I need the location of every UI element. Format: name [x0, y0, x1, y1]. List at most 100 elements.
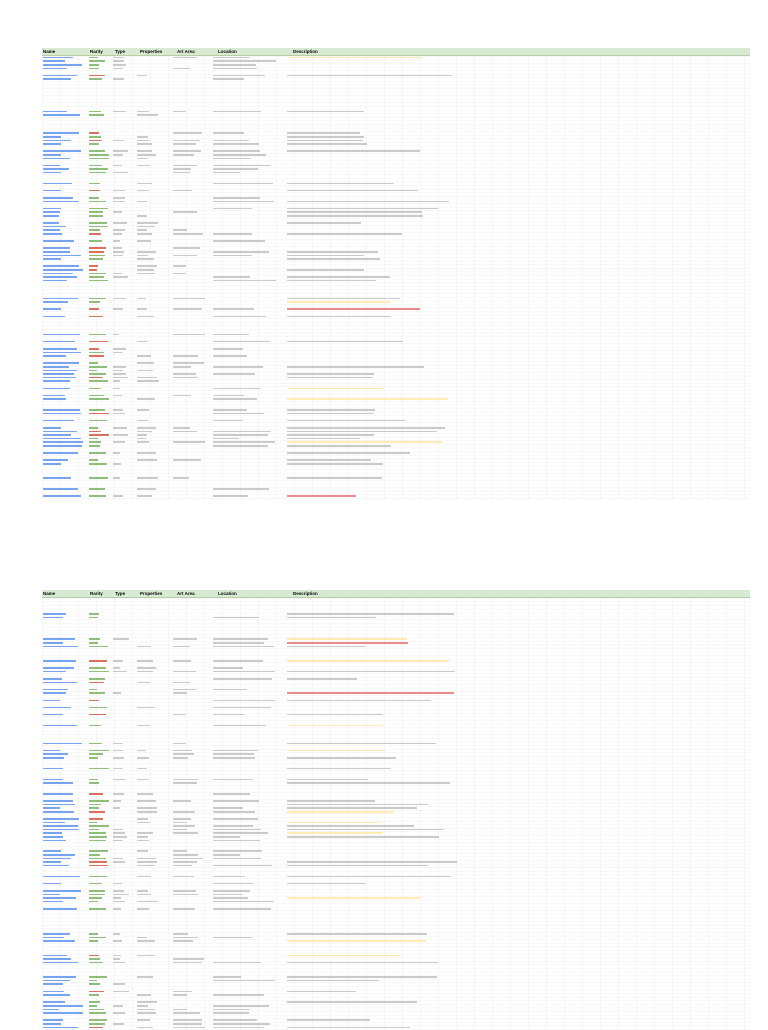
header-type[interactable]: Type	[115, 591, 126, 596]
header-name[interactable]: Name	[43, 49, 56, 54]
table-cell	[43, 699, 61, 702]
table-row	[42, 379, 750, 383]
spreadsheet-page-2: Name Rarity Type Properties Art Area Loc…	[42, 590, 750, 1030]
table-cell	[113, 333, 120, 336]
table-cell	[89, 351, 104, 354]
table-row	[42, 437, 750, 441]
table-cell	[113, 380, 120, 382]
table-cell	[287, 110, 365, 113]
table-cell	[173, 940, 194, 942]
table-cell	[173, 742, 187, 745]
table-cell	[173, 713, 186, 716]
table-cell	[137, 419, 148, 422]
table-cell	[213, 713, 245, 716]
table-cell	[287, 254, 365, 257]
table-cell	[213, 157, 251, 160]
table-row	[42, 835, 750, 839]
table-cell	[43, 355, 66, 357]
table-cell	[287, 1026, 411, 1029]
header-type[interactable]: Type	[115, 49, 126, 54]
table-cell	[43, 67, 67, 70]
table-cell	[43, 380, 71, 382]
table-cell	[43, 857, 71, 860]
table-cell	[89, 933, 98, 935]
table-cell	[113, 954, 122, 957]
table-cell	[213, 387, 260, 390]
table-cell	[173, 272, 187, 275]
table-cell	[89, 1026, 104, 1029]
table-row	[42, 387, 750, 391]
header-art-area[interactable]: Art Area	[177, 49, 195, 54]
table-cell	[213, 688, 247, 691]
table-cell	[173, 757, 189, 759]
table-cell	[213, 792, 250, 795]
table-row	[42, 688, 750, 692]
table-cell	[43, 222, 60, 224]
header-rarity[interactable]: Rarity	[90, 49, 103, 54]
table-row	[42, 433, 750, 437]
table-cell	[43, 398, 66, 400]
table-cell	[213, 110, 262, 113]
table-cell	[113, 276, 128, 278]
table-cell	[43, 613, 66, 615]
table-row	[42, 487, 750, 491]
table-cell	[43, 394, 65, 397]
table-row	[42, 239, 750, 243]
table-cell	[113, 897, 121, 899]
table-cell	[173, 832, 199, 835]
header-name[interactable]: Name	[43, 591, 56, 596]
table-cell	[113, 828, 124, 831]
table-cell	[287, 613, 455, 615]
header-location[interactable]: Location	[218, 591, 237, 596]
table-cell	[89, 60, 106, 63]
table-row	[42, 408, 750, 412]
table-cell	[287, 207, 439, 210]
table-row	[42, 1004, 750, 1008]
table-cell	[43, 807, 60, 809]
table-row	[42, 131, 750, 135]
table-cell	[137, 667, 156, 669]
table-cell	[137, 254, 148, 257]
table-cell	[89, 677, 106, 680]
table-cell	[43, 1008, 60, 1011]
table-cell	[89, 369, 98, 372]
table-cell	[89, 225, 109, 228]
table-cell	[287, 933, 428, 935]
table-cell	[89, 976, 107, 978]
table-cell	[137, 1008, 155, 1011]
header-description[interactable]: Description	[293, 49, 318, 54]
table-row	[42, 268, 750, 272]
header-rarity[interactable]: Rarity	[90, 591, 103, 596]
table-cell	[89, 398, 109, 400]
table-cell	[213, 753, 255, 756]
table-cell	[287, 677, 358, 680]
table-cell	[89, 979, 98, 982]
table-cell	[89, 247, 107, 249]
table-cell	[213, 276, 250, 278]
table-cell	[43, 232, 62, 235]
table-row	[42, 659, 750, 663]
header-art-area[interactable]: Art Area	[177, 591, 195, 596]
table-cell	[213, 398, 257, 400]
table-cell	[89, 153, 109, 156]
table-row	[42, 638, 750, 642]
table-cell	[113, 247, 123, 249]
table-row	[42, 354, 750, 358]
table-cell	[89, 861, 108, 863]
header-location[interactable]: Location	[218, 49, 237, 54]
table-cell	[89, 825, 109, 827]
table-cell	[43, 387, 71, 390]
header-properties[interactable]: Properties	[140, 591, 163, 596]
header-properties[interactable]: Properties	[140, 49, 163, 54]
header-description[interactable]: Description	[293, 591, 318, 596]
table-cell	[137, 340, 148, 343]
table-cell	[43, 200, 79, 203]
table-cell	[137, 182, 153, 185]
table-cell	[173, 247, 200, 249]
table-cell	[287, 135, 364, 138]
table-cell	[89, 254, 106, 257]
table-row	[42, 954, 750, 958]
table-cell	[43, 301, 68, 303]
table-cell	[287, 670, 455, 673]
table-row	[42, 699, 750, 703]
